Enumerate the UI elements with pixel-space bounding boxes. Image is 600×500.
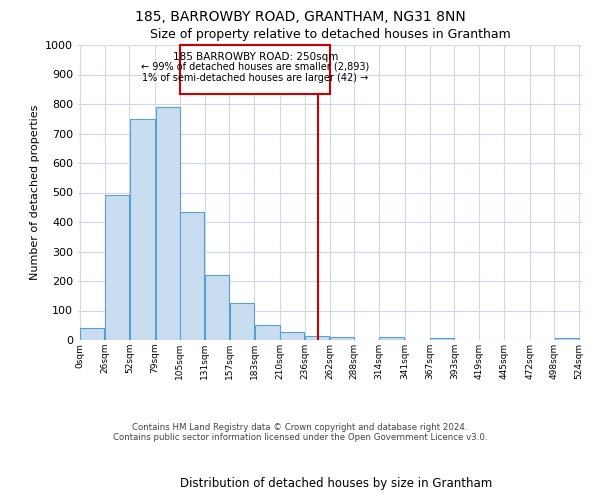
Text: Distribution of detached houses by size in Grantham: Distribution of detached houses by size … xyxy=(180,477,492,490)
Bar xyxy=(80,328,104,340)
Y-axis label: Number of detached properties: Number of detached properties xyxy=(29,105,40,280)
Bar xyxy=(180,45,331,94)
Bar xyxy=(555,338,579,340)
Bar xyxy=(430,338,454,340)
Bar xyxy=(155,107,179,340)
Bar xyxy=(130,118,155,340)
Text: 185, BARROWBY ROAD, GRANTHAM, NG31 8NN: 185, BARROWBY ROAD, GRANTHAM, NG31 8NN xyxy=(134,10,466,24)
Bar xyxy=(105,196,129,340)
Bar xyxy=(181,212,205,340)
Bar xyxy=(205,275,229,340)
Bar xyxy=(330,337,354,340)
Bar xyxy=(230,302,254,340)
Text: 185 BARROWBY ROAD: 250sqm: 185 BARROWBY ROAD: 250sqm xyxy=(173,52,338,62)
Title: Size of property relative to detached houses in Grantham: Size of property relative to detached ho… xyxy=(149,28,511,41)
Bar xyxy=(280,332,304,340)
Text: Contains HM Land Registry data © Crown copyright and database right 2024.
Contai: Contains HM Land Registry data © Crown c… xyxy=(113,422,487,442)
Bar xyxy=(305,336,329,340)
Text: 1% of semi-detached houses are larger (42) →: 1% of semi-detached houses are larger (4… xyxy=(142,72,368,83)
Bar xyxy=(254,326,280,340)
Bar xyxy=(379,337,404,340)
Text: ← 99% of detached houses are smaller (2,893): ← 99% of detached houses are smaller (2,… xyxy=(141,62,370,72)
